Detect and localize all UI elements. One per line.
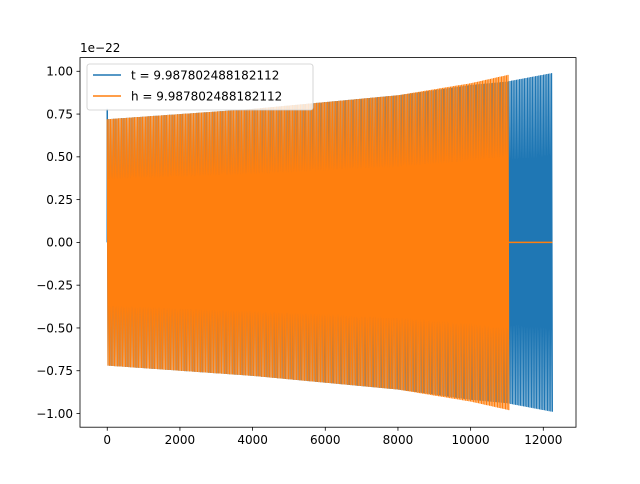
legend-label-0: t = 9.987802488182112 (131, 69, 279, 83)
y-tick-label: 0.25 (46, 193, 73, 207)
x-axis: 0 2000 4000 6000 8000 10000 12000 (103, 427, 562, 447)
x-tick-label: 6000 (310, 433, 341, 447)
y-tick-label: 0.75 (46, 107, 73, 121)
x-tick-label: 10000 (452, 433, 490, 447)
x-tick-label: 8000 (383, 433, 414, 447)
y-tick-label: −0.50 (36, 321, 73, 335)
legend-label-1: h = 9.987802488182112 (131, 90, 282, 104)
y-tick-label: −0.25 (36, 278, 73, 292)
x-tick-label: 2000 (165, 433, 196, 447)
y-offset-label: 1e−22 (80, 41, 120, 55)
x-tick-label: 12000 (524, 433, 562, 447)
x-tick-label: 4000 (237, 433, 268, 447)
y-tick-label: −0.75 (36, 364, 73, 378)
series-layer (106, 73, 553, 412)
y-tick-label: −1.00 (36, 407, 73, 421)
legend-box (86, 63, 314, 111)
series-1 (106, 74, 553, 411)
y-tick-label: 0.50 (46, 150, 73, 164)
y-axis: −1.00 −0.75 −0.50 −0.25 0.00 0.25 0.50 0.75 1.00 (36, 65, 80, 421)
x-tick-label: 0 (103, 433, 111, 447)
y-tick-label: 1.00 (46, 65, 73, 79)
y-tick-label: 0.00 (46, 236, 73, 250)
series-1-line (106, 74, 510, 411)
legend: t = 9.987802488182112 h = 9.9878024881821… (86, 63, 314, 111)
